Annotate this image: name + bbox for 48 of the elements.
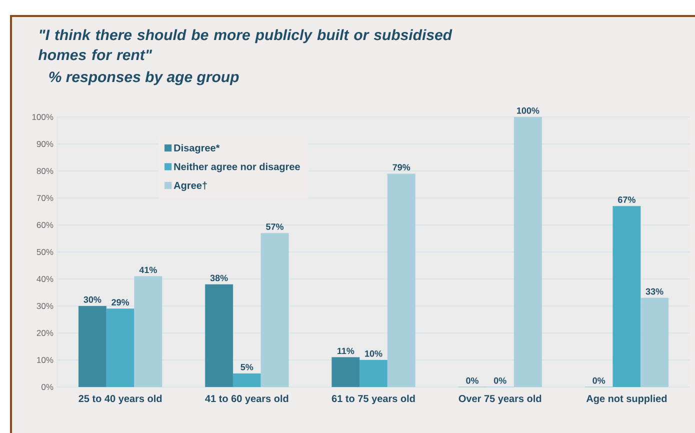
legend-label: Neither agree nor disagree [174, 162, 300, 172]
bar [134, 276, 162, 388]
legend-label: Agree† [174, 182, 207, 191]
chart-title: "I think there should be more publicly built or subsidised homes for rent" [38, 29, 452, 60]
data-label: 33% [646, 288, 664, 295]
y-tick-label: 80% [36, 168, 54, 174]
data-label: 38% [210, 274, 228, 282]
bar [612, 206, 641, 388]
y-tick-label: 0% [42, 384, 54, 390]
y-tick-label: 70% [36, 194, 54, 201]
data-label: 10% [365, 350, 382, 357]
x-tick-label: 41 to 60 years old [205, 394, 288, 404]
bar [205, 284, 234, 388]
bar [360, 360, 388, 388]
y-tick-label: 90% [36, 140, 54, 147]
y-tick-label: 30% [36, 302, 54, 309]
y-tick-label: 20% [36, 330, 54, 336]
y-tick-label: 10% [37, 356, 54, 363]
legend-label: Disagree* [174, 144, 220, 154]
data-label: 57% [266, 224, 284, 230]
bar [332, 357, 360, 388]
data-label: 0% [466, 377, 479, 384]
data-label: 29% [112, 299, 130, 306]
data-label: 5% [240, 364, 254, 370]
bar [640, 298, 669, 388]
x-tick-label: 61 to 75 years old [332, 394, 415, 404]
data-label: 30% [84, 296, 102, 303]
data-label: 100% [517, 107, 540, 114]
bar [106, 308, 134, 388]
bar [78, 306, 106, 388]
bar [260, 233, 289, 388]
data-label: 11% [337, 348, 354, 354]
y-tick-label: 100% [32, 114, 54, 120]
data-label: 0% [494, 377, 506, 384]
x-tick-label: Age not supplied [586, 394, 667, 404]
y-tick-label: 40% [36, 276, 54, 282]
y-tick-label: 50% [36, 248, 54, 255]
bar [387, 174, 416, 388]
data-label: 67% [618, 196, 636, 203]
bar [232, 373, 261, 388]
bar [514, 116, 542, 388]
data-label: 41% [139, 266, 157, 274]
data-label: 79% [392, 164, 410, 170]
y-tick-label: 60% [36, 222, 54, 228]
data-label: 0% [592, 377, 606, 384]
x-tick-label: Over 75 years old [458, 394, 542, 404]
chart-subtitle: % responses by age group [49, 71, 239, 86]
x-tick-label: 25 to 40 years old [78, 394, 162, 404]
